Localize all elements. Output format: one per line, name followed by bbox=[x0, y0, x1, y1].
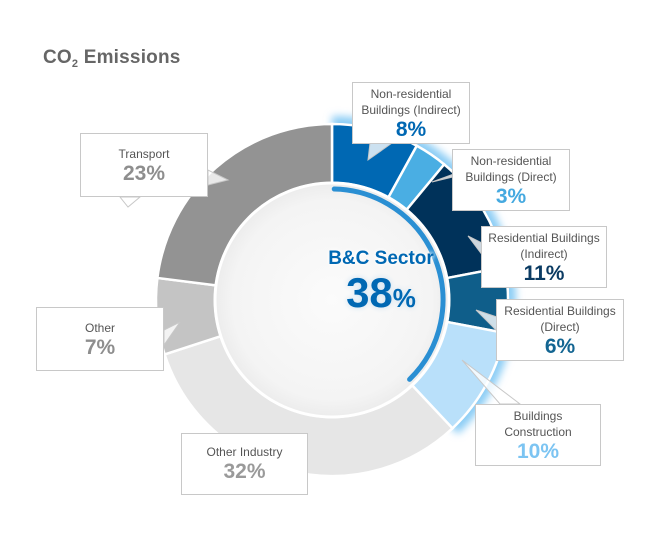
callout-label: Non-residential bbox=[470, 154, 552, 168]
title-rest: Emissions bbox=[78, 47, 181, 68]
bc-sector-center-label: B&C Sector 38% bbox=[318, 248, 444, 321]
callout-transport: Transport 23% bbox=[80, 133, 208, 197]
callout-label: Residential Buildings bbox=[488, 231, 600, 245]
callout-pointer bbox=[207, 169, 230, 186]
callout-value: 8% bbox=[395, 118, 427, 141]
callout-label: Other bbox=[84, 321, 115, 335]
callout-value: 32% bbox=[223, 460, 266, 483]
bc-sector-unit: % bbox=[392, 283, 416, 313]
callout-label: (Direct) bbox=[540, 320, 580, 334]
chart-title: CO2 Emissions bbox=[43, 47, 181, 70]
callout-value: 23% bbox=[122, 162, 166, 185]
callout-label: Transport bbox=[118, 147, 170, 161]
callout-value: 3% bbox=[495, 185, 527, 208]
callout-label: Residential Buildings bbox=[504, 304, 616, 318]
callout-other-industry: Other Industry 32% bbox=[181, 433, 308, 495]
callout-value: 11% bbox=[523, 262, 565, 285]
callout-label: Buildings (Indirect) bbox=[361, 103, 461, 117]
bc-sector-arc bbox=[331, 186, 446, 382]
callout-pointer bbox=[118, 196, 142, 208]
donut-hole bbox=[213, 181, 451, 419]
bc-sector-value: 38 bbox=[346, 269, 393, 316]
callout-nonres-direct: Non-residential Buildings (Direct) 3% bbox=[452, 149, 570, 211]
callout-value: 7% bbox=[84, 336, 116, 359]
callout-res-indirect: Residential Buildings (Indirect) 11% bbox=[481, 226, 607, 288]
title-co: CO bbox=[43, 47, 72, 68]
bc-sector-name: B&C Sector bbox=[328, 248, 434, 269]
callout-label: Construction bbox=[504, 425, 572, 439]
callout-label: Non-residential bbox=[370, 87, 452, 101]
callout-label: Buildings bbox=[513, 409, 563, 423]
callout-label: Buildings (Direct) bbox=[465, 170, 557, 184]
callout-value: 10% bbox=[516, 440, 560, 463]
callout-value: 6% bbox=[544, 335, 576, 358]
callout-construction: Buildings Construction 10% bbox=[475, 404, 601, 466]
bc-sector-percent: 38% bbox=[318, 270, 444, 321]
callout-nonres-indirect: Non-residential Buildings (Indirect) 8% bbox=[352, 82, 470, 144]
callout-other: Other 7% bbox=[36, 307, 164, 371]
callout-label: Other Industry bbox=[206, 445, 283, 459]
callout-label: (Indirect) bbox=[520, 247, 568, 261]
title-subscript: 2 bbox=[71, 58, 79, 70]
callout-pointer bbox=[163, 321, 181, 347]
callout-res-direct: Residential Buildings (Direct) 6% bbox=[496, 299, 624, 361]
